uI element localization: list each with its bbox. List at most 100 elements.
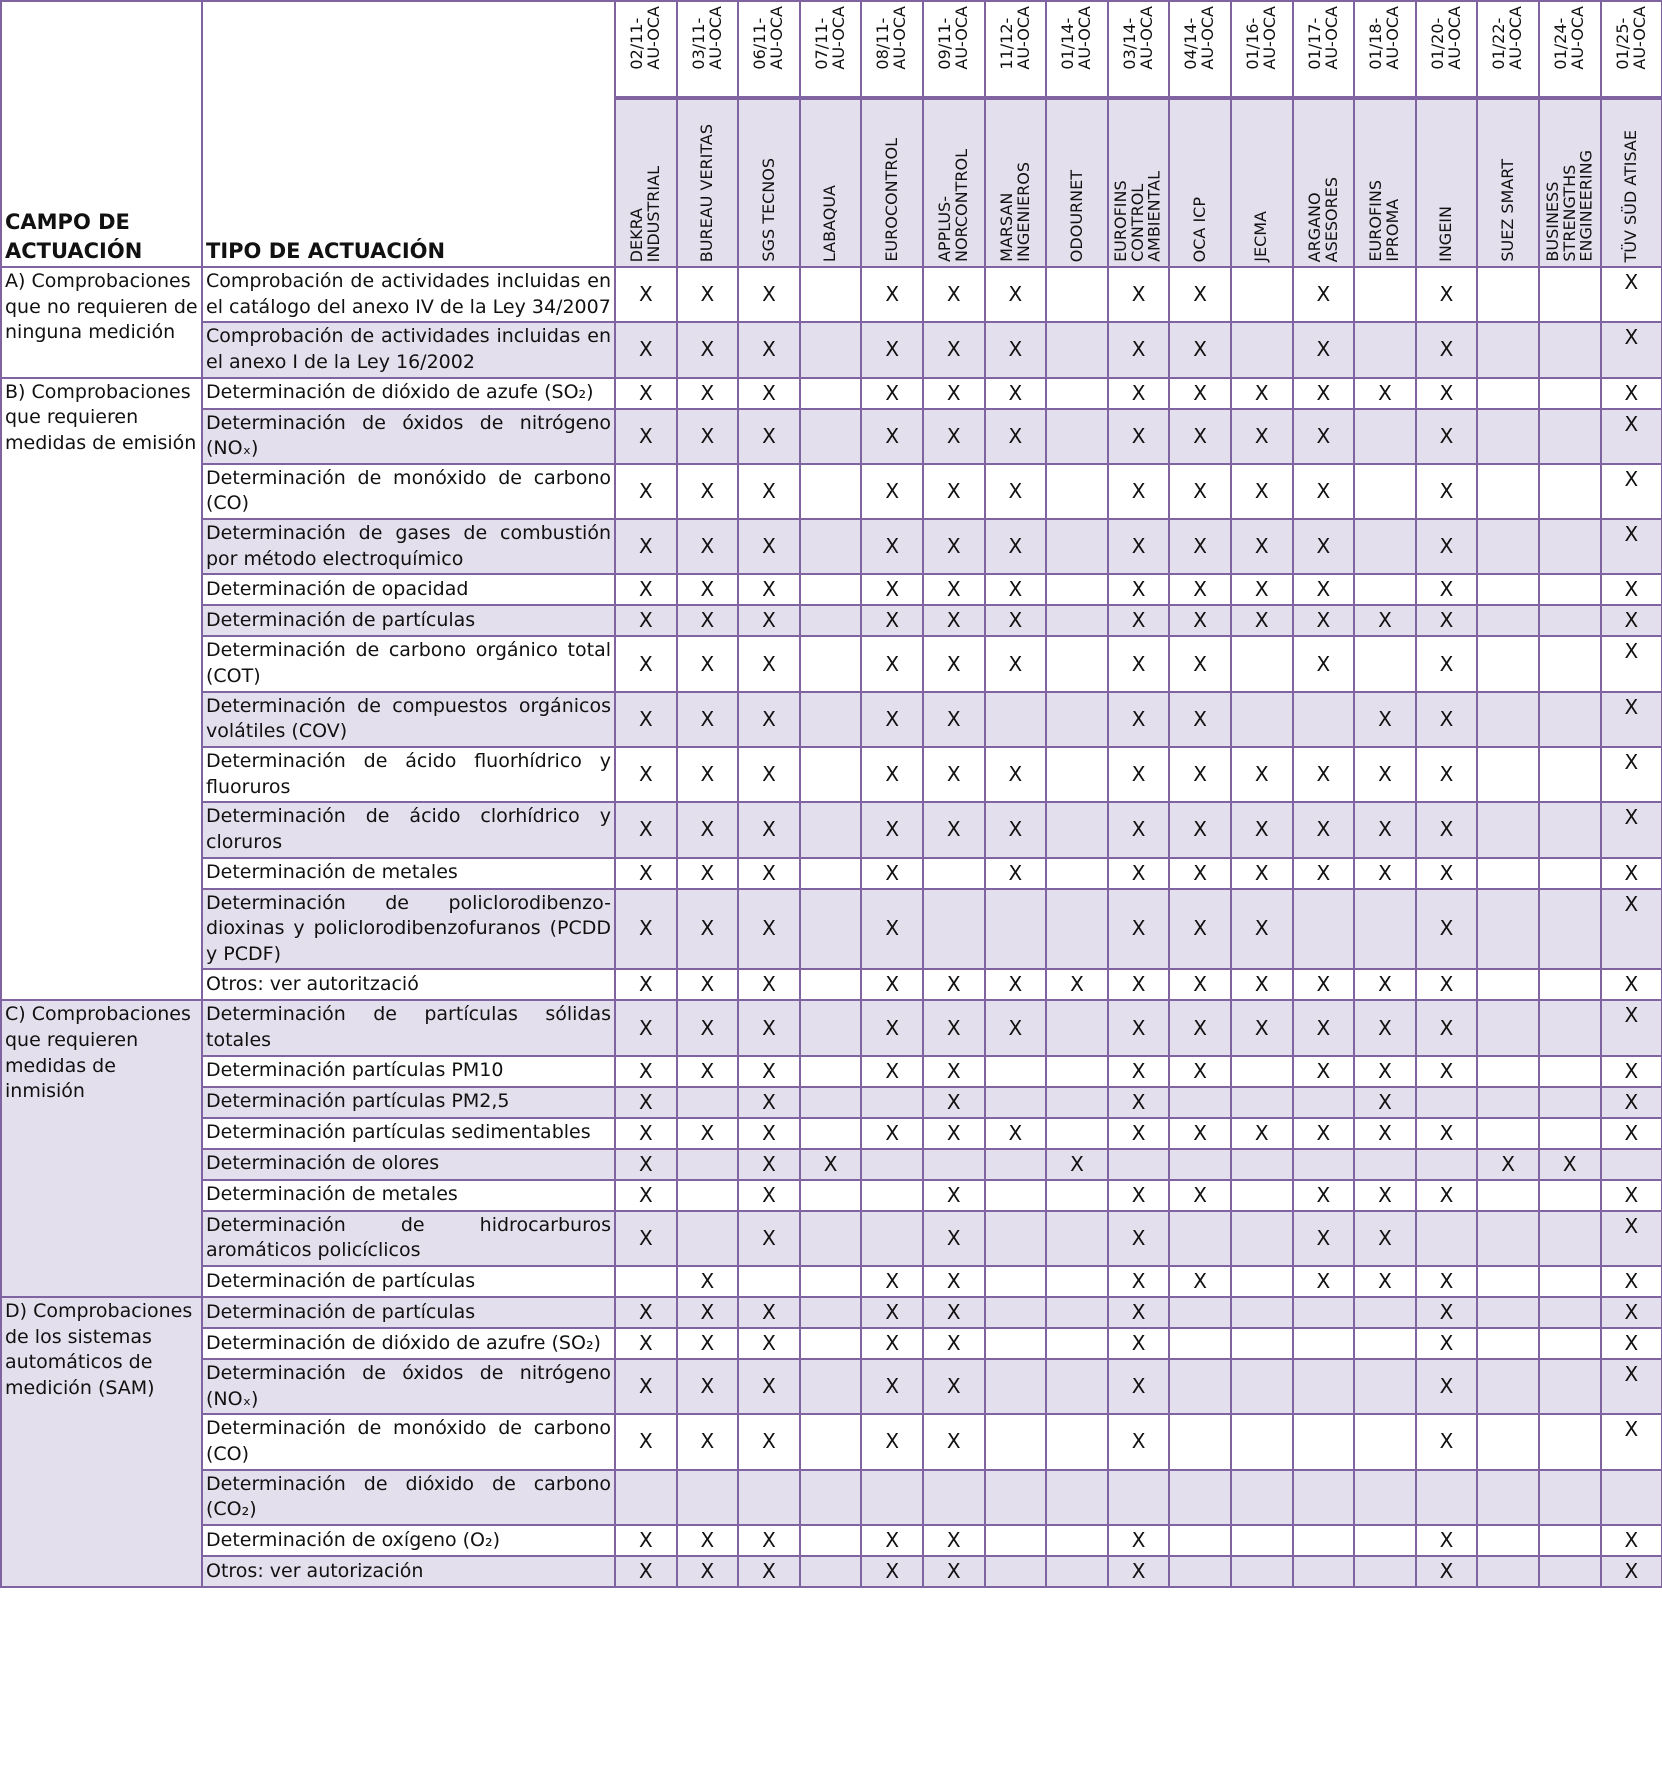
mark-cell: X <box>737 573 801 607</box>
mark-cell <box>1353 1468 1417 1526</box>
mark-cell: X <box>1106 887 1171 971</box>
mark-cell: X <box>1106 1413 1171 1471</box>
table-row: Determinación de dióxido de azufre (SO₂)… <box>1 1327 1662 1361</box>
mark-cell: X <box>1414 407 1479 465</box>
mark-cell <box>1229 1523 1294 1557</box>
mark-cell <box>1045 462 1109 521</box>
mark-cell <box>1045 1054 1109 1088</box>
column-entity: OCA ICP <box>1168 97 1232 268</box>
mark-cell <box>1353 518 1417 576</box>
mark-cell: X <box>1106 999 1171 1057</box>
mark-cell: X <box>860 573 924 607</box>
column-code: 03/11- AU-OCA <box>675 0 740 100</box>
mark-cell: X <box>921 573 986 607</box>
mark-cell <box>1476 1178 1540 1212</box>
mark-cell: X <box>1353 604 1417 638</box>
mark-cell: X <box>1599 265 1662 324</box>
mark-cell: X <box>1106 635 1171 693</box>
mark-cell <box>1537 999 1602 1057</box>
tipo-cell: Determinación de ácido clorhídrico y clo… <box>201 801 616 859</box>
mark-cell: X <box>737 999 801 1057</box>
table-row: Determinación de hidrocarburos aromático… <box>1 1209 1662 1268</box>
mark-cell: X <box>860 856 924 890</box>
mark-cell: X <box>921 1085 986 1119</box>
mark-cell: X <box>1599 1265 1662 1299</box>
table-row: Otros: ver autorización X X X X X X X X <box>1 1554 1662 1588</box>
mark-cell <box>737 1265 801 1299</box>
mark-cell: X <box>1106 265 1171 324</box>
mark-cell: X <box>614 1085 678 1119</box>
table-row: Otros: ver autorització X X X X X X X X X X X X X X <box>1 968 1662 1002</box>
mark-cell: X <box>860 1116 924 1150</box>
mark-cell: X <box>860 321 924 379</box>
mark-cell <box>614 1265 678 1299</box>
mark-cell: X <box>1168 1116 1232 1150</box>
mark-cell: X <box>1599 1209 1662 1268</box>
mark-cell: X <box>1045 1147 1109 1181</box>
table-row: Comprobación de actividades incluidas en… <box>1 321 1662 379</box>
mark-cell <box>1476 1358 1540 1416</box>
mark-cell: X <box>1106 518 1171 576</box>
mark-cell <box>798 887 863 971</box>
mark-cell: X <box>1291 635 1356 693</box>
mark-cell: X <box>675 1554 740 1588</box>
table-row: B) Comprobaciones que requieren medidas … <box>0 376 1662 1002</box>
column-code: 01/22- AU-OCA <box>1476 0 1540 100</box>
mark-cell <box>798 376 863 410</box>
mark-cell: X <box>1414 573 1479 607</box>
tipo-cell: Determinación partículas PM10 <box>201 1054 616 1088</box>
mark-cell <box>1106 1147 1171 1181</box>
mark-cell: X <box>1291 968 1356 1002</box>
mark-cell: X <box>921 604 986 638</box>
mark-cell: X <box>737 1554 801 1588</box>
mark-cell: X <box>1291 1054 1356 1088</box>
mark-cell: X <box>737 462 801 521</box>
column-code-text: 01/24- AU-OCA <box>1550 6 1587 70</box>
table-row: Determinación de metales X X X X X X X X X X X X <box>1 856 1662 890</box>
mark-cell <box>675 1178 740 1212</box>
mark-cell: X <box>1168 407 1232 465</box>
mark-cell <box>983 1265 1048 1299</box>
mark-cell: X <box>1168 801 1232 859</box>
mark-cell <box>737 1468 801 1526</box>
mark-cell: X <box>614 462 678 521</box>
mark-cell: X <box>1599 968 1662 1002</box>
mark-cell <box>1537 604 1602 638</box>
column-code-text: 01/20- AU-OCA <box>1427 6 1464 70</box>
mark-cell <box>1229 1085 1294 1119</box>
mark-cell: X <box>1599 1413 1662 1471</box>
mark-cell <box>1045 518 1109 576</box>
mark-cell: X <box>1106 1554 1171 1588</box>
mark-cell <box>1476 573 1540 607</box>
tipo-cell: Determinación partículas PM2,5 <box>201 1085 616 1119</box>
mark-cell: X <box>921 1178 986 1212</box>
mark-cell: X <box>1353 1178 1417 1212</box>
mark-cell: X <box>860 407 924 465</box>
mark-cell <box>1353 887 1417 971</box>
mark-cell <box>1045 1358 1109 1416</box>
column-entity: BUREAU VERITAS <box>675 97 740 268</box>
tipo-cell: Determinación de partículas <box>201 1265 616 1299</box>
column-entity-name: EUROFINS CONTROL AMBIENTAL <box>1111 171 1164 262</box>
mark-cell: X <box>737 1327 801 1361</box>
header-tipo: TIPO DE ACTUACIÓN <box>201 0 616 268</box>
mark-cell: X <box>614 1358 678 1416</box>
mark-cell <box>1229 1554 1294 1588</box>
column-entity-name: EUROCONTROL <box>881 138 901 262</box>
mark-cell: X <box>860 1523 924 1557</box>
mark-cell: X <box>1291 999 1356 1057</box>
mark-cell: X <box>737 407 801 465</box>
mark-cell <box>1045 856 1109 890</box>
mark-cell: X <box>860 1413 924 1471</box>
column-entity-name: LABAQUA <box>820 184 840 262</box>
mark-cell: X <box>1291 376 1356 410</box>
mark-cell: X <box>614 321 678 379</box>
mark-cell: X <box>614 1296 678 1330</box>
column-code-text: 08/11- AU-OCA <box>873 6 910 70</box>
mark-cell: X <box>1229 462 1294 521</box>
mark-cell: X <box>860 635 924 693</box>
mark-cell: X <box>1599 635 1662 693</box>
mark-cell <box>798 968 863 1002</box>
tipo-cell: Determinación de gases de combustión por… <box>201 518 616 576</box>
mark-cell: X <box>860 801 924 859</box>
